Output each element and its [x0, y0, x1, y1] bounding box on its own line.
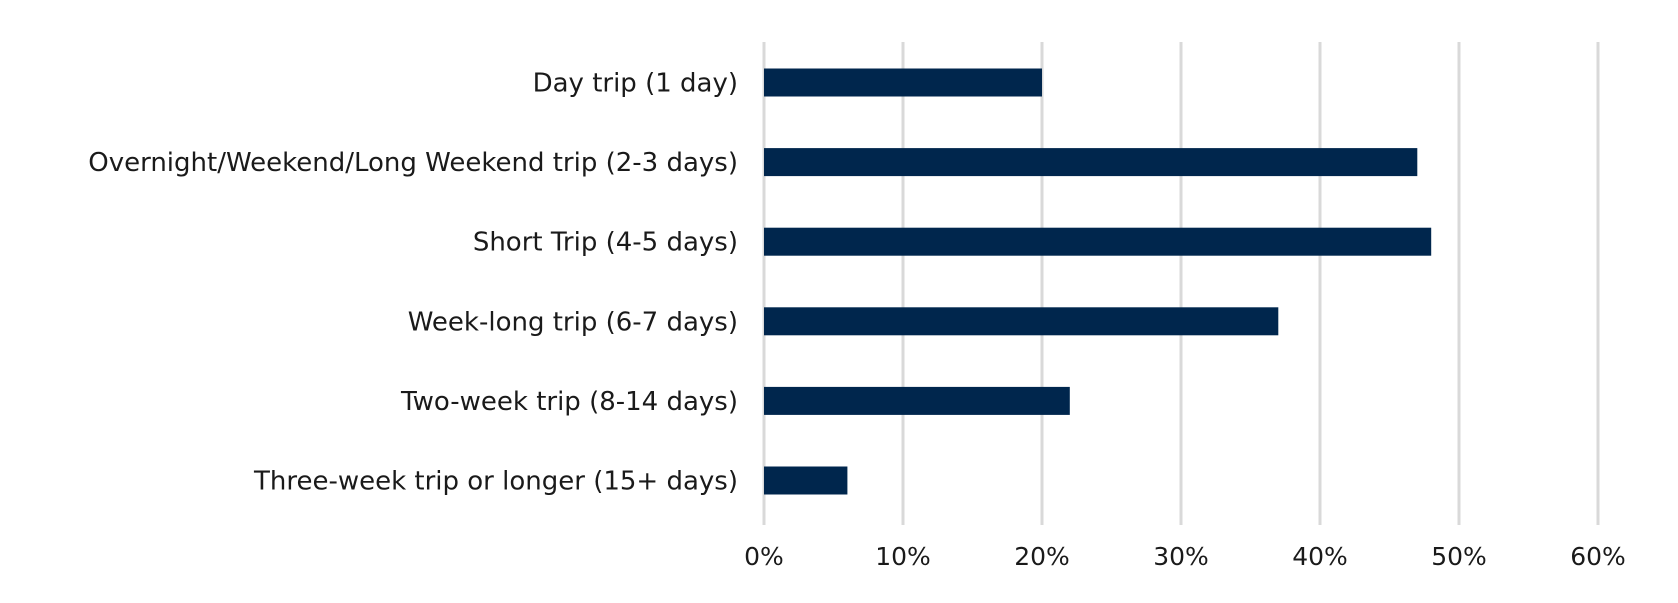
- bar: [764, 466, 848, 495]
- x-tick-label: 10%: [875, 542, 931, 571]
- category-labels: Day trip (1 day) Overnight/Weekend/Long W…: [88, 69, 738, 497]
- x-tick-label: 20%: [1014, 542, 1070, 571]
- category-label: Three-week trip or longer (15+ days): [253, 467, 738, 497]
- bar: [764, 148, 1418, 177]
- category-label: Short Trip (4-5 days): [473, 228, 738, 258]
- x-tick-label: 50%: [1431, 542, 1487, 571]
- gridlines: [762, 42, 1600, 525]
- category-label: Two-week trip (8-14 days): [400, 387, 738, 417]
- bar: [764, 307, 1279, 336]
- bar: [764, 68, 1042, 97]
- x-tick-label: 0%: [744, 542, 784, 571]
- bar: [764, 386, 1070, 415]
- category-label: Day trip (1 day): [533, 69, 738, 99]
- x-tick-label: 40%: [1292, 542, 1348, 571]
- bar: [764, 227, 1432, 256]
- bars: [764, 68, 1432, 495]
- category-label: Overnight/Weekend/Long Weekend trip (2-3…: [88, 148, 738, 178]
- x-tick-label: 30%: [1153, 542, 1209, 571]
- x-axis-tick-labels: 0% 10% 20% 30% 40% 50% 60%: [744, 542, 1626, 571]
- x-tick-label: 60%: [1570, 542, 1626, 571]
- category-label: Week-long trip (6-7 days): [408, 307, 738, 337]
